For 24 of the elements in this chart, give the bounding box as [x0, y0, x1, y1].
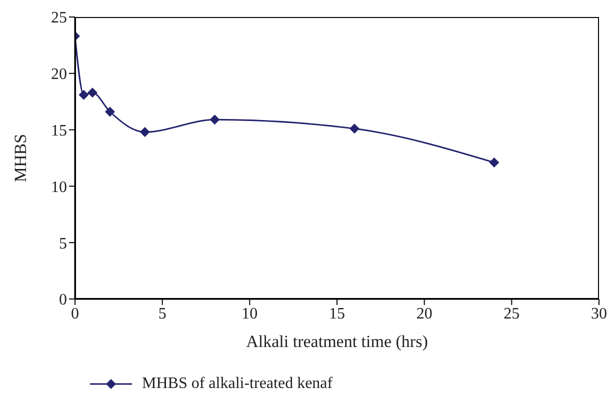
point	[489, 158, 500, 168]
y-tick-label: 15	[51, 122, 67, 140]
y-tick-label: 5	[59, 235, 67, 252]
y-tick-label: 25	[51, 10, 67, 27]
legend: MHBS of alkali-treated kenaf	[8, 351, 611, 393]
x-axis-title: Alkali treatment time (hrs)	[246, 332, 428, 351]
y-tick-label: 10	[51, 178, 67, 196]
x-tick-label: 25	[504, 305, 520, 322]
point	[349, 124, 360, 134]
point	[210, 114, 220, 125]
x-tick-label: 15	[329, 305, 345, 322]
y-tick-label: 0	[59, 292, 67, 309]
x-tick-label: 20	[416, 305, 432, 322]
x-tick-label: 5	[158, 305, 166, 322]
x-tick-label: 0	[71, 305, 79, 322]
point	[140, 127, 150, 138]
x-tick-label: 30	[591, 305, 607, 322]
y-tick-label: 20	[51, 66, 67, 84]
legend-label: MHBS of alkali-treated kenaf	[142, 375, 333, 393]
point	[87, 88, 98, 98]
point	[104, 106, 115, 117]
x-tick-label: 10	[242, 305, 258, 322]
point	[78, 90, 89, 100]
y-axis-title: MHBS	[11, 134, 30, 182]
